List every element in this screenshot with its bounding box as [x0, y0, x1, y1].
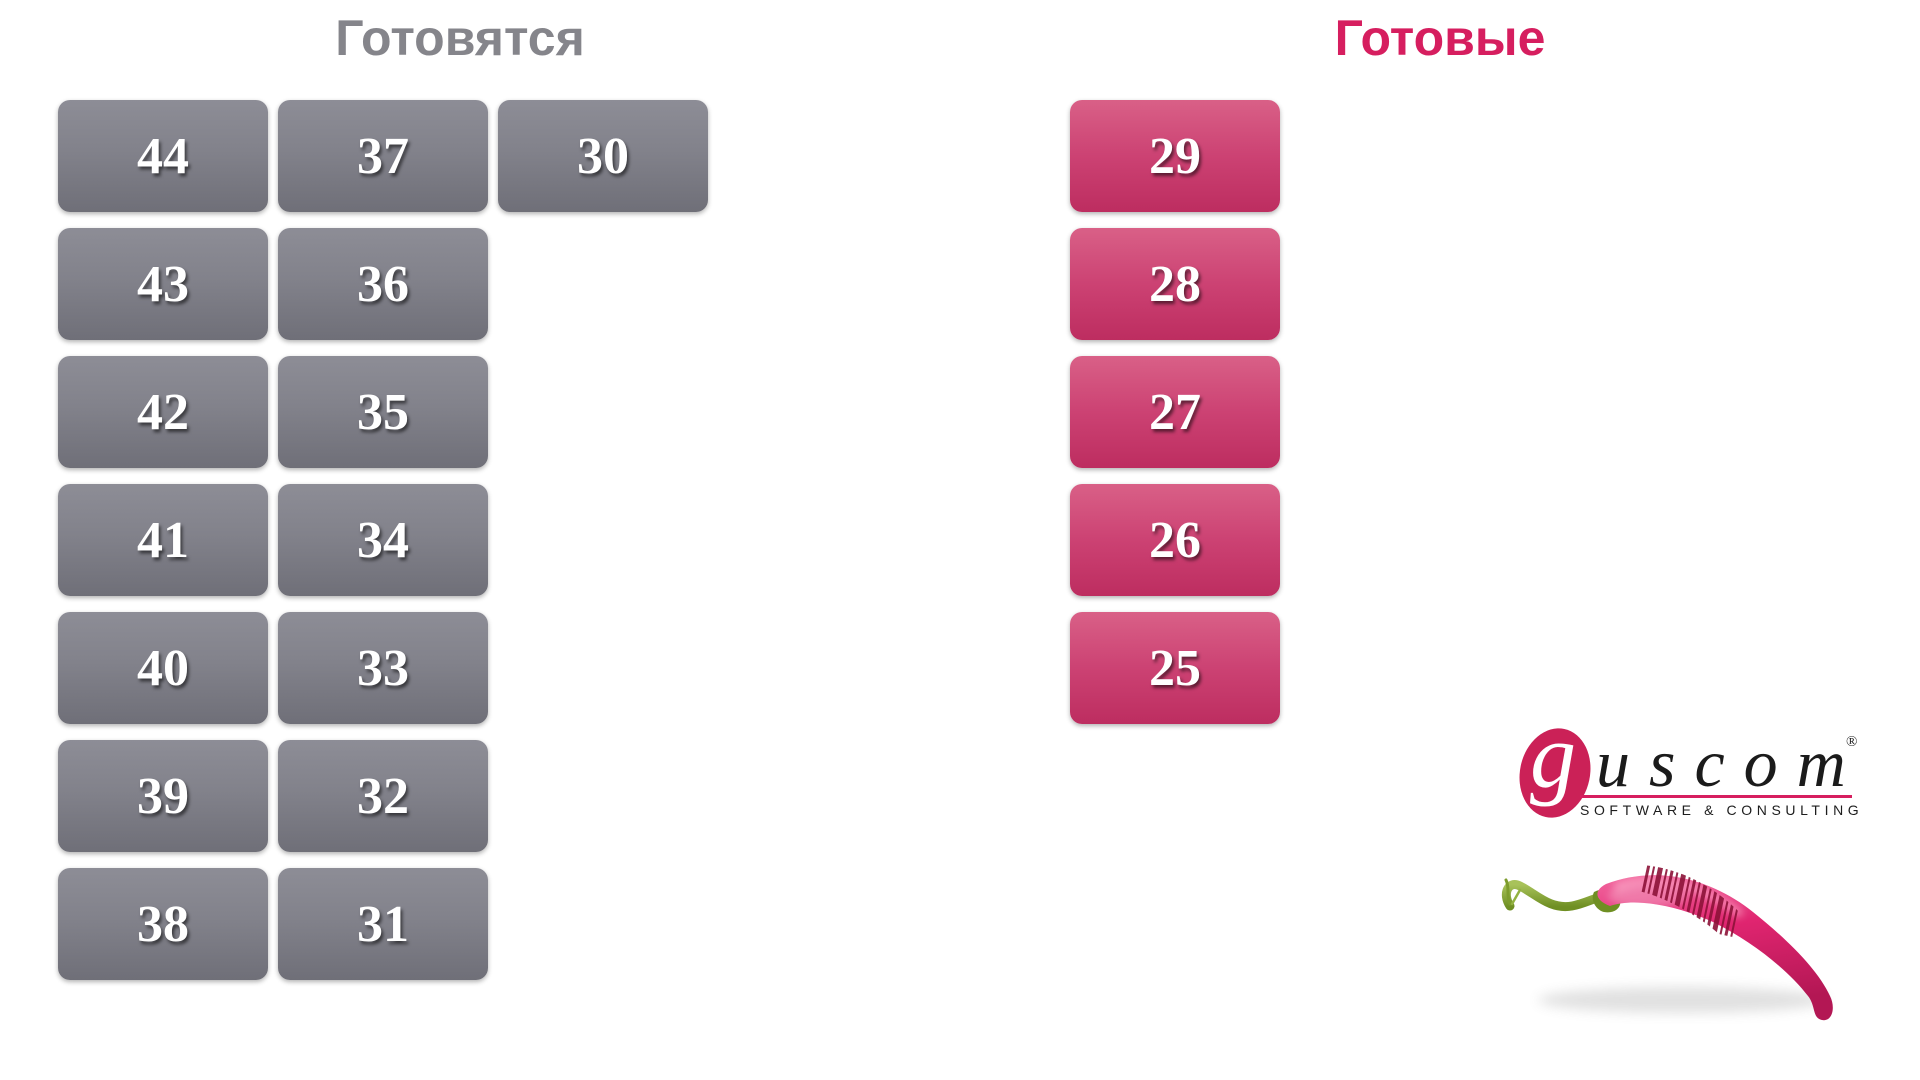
order-tile: 36	[278, 228, 488, 340]
ready-orders-grid: 29 28 27 26 25	[1070, 100, 1280, 724]
preparing-orders-grid: 44 43 42 41 40 39 38 37 36 35 34 33 32 31 30	[58, 100, 708, 980]
order-tile: 39	[58, 740, 268, 852]
order-tile: 44	[58, 100, 268, 212]
order-tile: 26	[1070, 484, 1280, 596]
order-tile: 41	[58, 484, 268, 596]
order-tile: 27	[1070, 356, 1280, 468]
logo-brand-text: uscom	[1596, 725, 1865, 801]
order-tile: 31	[278, 868, 488, 980]
order-tile: 37	[278, 100, 488, 212]
pepper-stem	[1501, 880, 1609, 912]
order-tile: 33	[278, 612, 488, 724]
registered-trademark-icon: ®	[1846, 734, 1858, 750]
order-tile: 29	[1070, 100, 1280, 212]
order-tile: 32	[278, 740, 488, 852]
order-tile: 28	[1070, 228, 1280, 340]
chili-pepper-image	[1501, 857, 1833, 1021]
order-tile: 42	[58, 356, 268, 468]
preparing-section-title: Готовятся	[335, 10, 585, 66]
pepper-shadow	[1538, 987, 1828, 1013]
order-tile: 34	[278, 484, 488, 596]
ready-section-title: Готовые	[1334, 10, 1546, 66]
logo-letter-g: g	[1530, 705, 1576, 807]
logo-divider-line	[1580, 795, 1852, 798]
order-tile: 40	[58, 612, 268, 724]
guscom-logo: g uscom ® SOFTWARE & CONSULTING	[1511, 710, 1886, 829]
order-tile: 43	[58, 228, 268, 340]
order-tile: 30	[498, 100, 708, 212]
order-tile: 38	[58, 868, 268, 980]
order-tile: 35	[278, 356, 488, 468]
logo-tagline: SOFTWARE & CONSULTING	[1580, 802, 1864, 818]
order-tile: 25	[1070, 612, 1280, 724]
